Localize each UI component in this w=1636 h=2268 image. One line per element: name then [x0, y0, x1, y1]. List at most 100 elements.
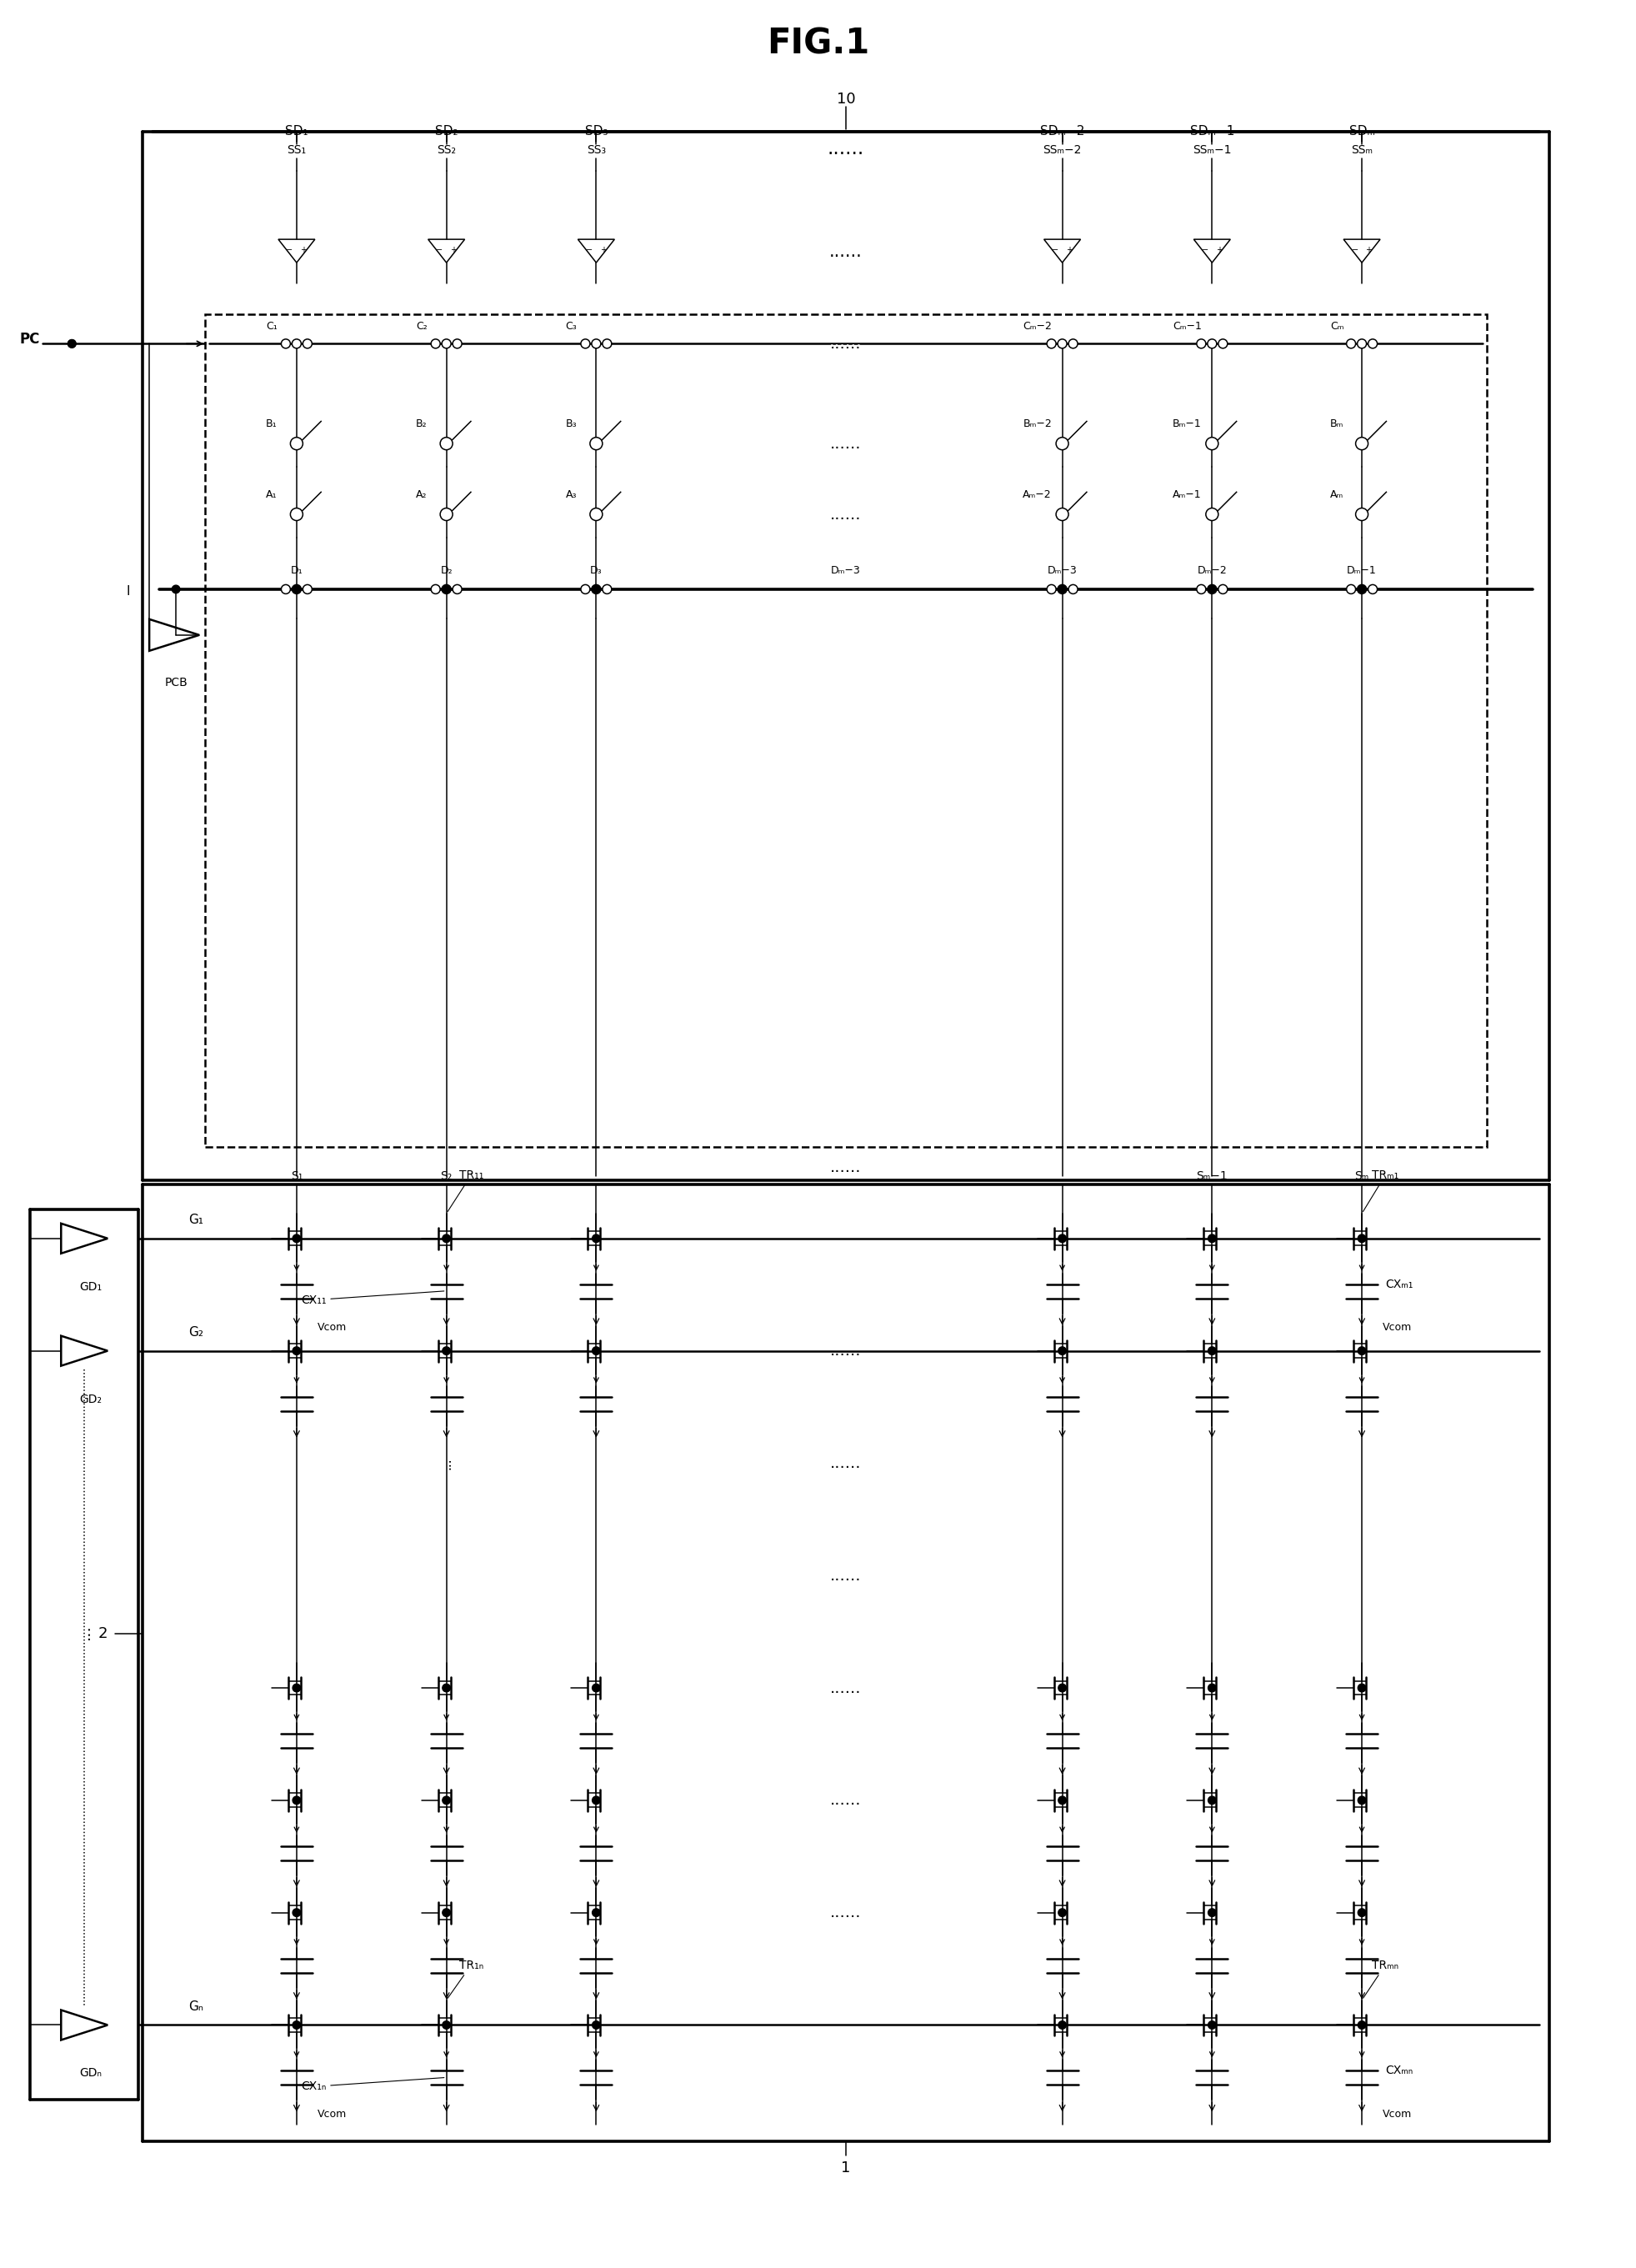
Circle shape	[1047, 340, 1055, 349]
Circle shape	[442, 585, 452, 594]
Circle shape	[1358, 1910, 1366, 1916]
Text: A₁: A₁	[267, 490, 276, 499]
Circle shape	[440, 438, 453, 449]
Text: +: +	[1216, 245, 1222, 254]
Text: D₁: D₁	[291, 565, 303, 576]
Text: Aₘ−2: Aₘ−2	[1022, 490, 1052, 499]
Text: Bₘ−2: Bₘ−2	[1022, 417, 1052, 429]
Circle shape	[591, 438, 602, 449]
Circle shape	[1206, 438, 1219, 449]
Circle shape	[1196, 585, 1206, 594]
Circle shape	[1068, 585, 1078, 594]
Text: ......: ......	[829, 1159, 862, 1175]
Circle shape	[1058, 1234, 1067, 1243]
Text: ...: ...	[440, 1456, 453, 1470]
Circle shape	[1346, 585, 1356, 594]
Circle shape	[1058, 1683, 1067, 1692]
Text: ......: ......	[829, 506, 862, 522]
Text: ......: ......	[829, 435, 862, 451]
Text: Vcom: Vcom	[317, 1322, 347, 1334]
Circle shape	[1358, 1796, 1366, 1805]
Circle shape	[442, 1234, 450, 1243]
Text: 1: 1	[841, 2161, 851, 2175]
Text: SS₃: SS₃	[587, 143, 605, 156]
Circle shape	[1207, 585, 1216, 594]
Circle shape	[1058, 1347, 1067, 1354]
Circle shape	[442, 1347, 450, 1354]
Circle shape	[1219, 585, 1227, 594]
Circle shape	[442, 340, 452, 349]
Text: CXₘ₁: CXₘ₁	[1386, 1279, 1414, 1290]
Circle shape	[1058, 585, 1067, 594]
Text: Aₘ: Aₘ	[1330, 490, 1343, 499]
Text: SSₘ−2: SSₘ−2	[1042, 143, 1081, 156]
Circle shape	[1356, 438, 1368, 449]
Circle shape	[442, 1683, 450, 1692]
Circle shape	[1207, 1910, 1216, 1916]
Circle shape	[592, 585, 600, 594]
Circle shape	[303, 585, 312, 594]
Circle shape	[1356, 508, 1368, 522]
Text: TRₘ₁: TRₘ₁	[1363, 1170, 1399, 1211]
Text: C₂: C₂	[416, 320, 427, 331]
Text: SSₘ: SSₘ	[1351, 143, 1373, 156]
Circle shape	[1358, 1683, 1366, 1692]
Text: Vcom: Vcom	[317, 2109, 347, 2121]
Text: Sₘ−1: Sₘ−1	[1196, 1170, 1227, 1182]
Text: B₁: B₁	[267, 417, 278, 429]
Circle shape	[291, 340, 301, 349]
Circle shape	[293, 1910, 301, 1916]
Circle shape	[1358, 1347, 1366, 1354]
Text: FIG.1: FIG.1	[767, 27, 870, 61]
Text: PCB: PCB	[164, 676, 188, 687]
Text: C₁: C₁	[267, 320, 278, 331]
Text: SD₂: SD₂	[435, 125, 458, 138]
Text: Bₘ: Bₘ	[1330, 417, 1343, 429]
Text: I: I	[126, 585, 131, 599]
Text: Sₘ: Sₘ	[1355, 1170, 1369, 1182]
Circle shape	[453, 340, 461, 349]
Text: ......: ......	[829, 1905, 862, 1921]
Circle shape	[430, 585, 440, 594]
Text: 2: 2	[98, 1626, 108, 1642]
Text: B₃: B₃	[566, 417, 578, 429]
Circle shape	[592, 1910, 600, 1916]
Text: A₂: A₂	[416, 490, 427, 499]
Circle shape	[442, 2021, 450, 2030]
Circle shape	[1058, 585, 1067, 594]
Text: ...: ...	[77, 1624, 92, 1640]
Text: S₂: S₂	[440, 1170, 452, 1182]
Text: S₁: S₁	[291, 1170, 303, 1182]
Circle shape	[1358, 2021, 1366, 2030]
Circle shape	[293, 1347, 301, 1354]
Bar	[204, 315, 1487, 1148]
Circle shape	[1196, 340, 1206, 349]
Text: A₃: A₃	[566, 490, 578, 499]
Circle shape	[69, 340, 75, 347]
Circle shape	[581, 340, 591, 349]
Circle shape	[442, 1910, 450, 1916]
Circle shape	[592, 1234, 600, 1243]
Text: GDₙ: GDₙ	[80, 2068, 103, 2080]
Text: Cₘ−1: Cₘ−1	[1173, 320, 1201, 331]
Circle shape	[1058, 2021, 1067, 2030]
Text: +: +	[1366, 245, 1373, 254]
Circle shape	[1207, 2021, 1216, 2030]
Circle shape	[293, 1683, 301, 1692]
Text: Dₘ−2: Dₘ−2	[1198, 565, 1227, 576]
Circle shape	[293, 1796, 301, 1805]
Text: Vcom: Vcom	[1382, 2109, 1412, 2121]
Circle shape	[291, 585, 301, 594]
Text: −: −	[586, 245, 592, 254]
Text: +: +	[450, 245, 456, 254]
Circle shape	[1207, 1683, 1216, 1692]
Text: CXₘₙ: CXₘₙ	[1386, 2064, 1414, 2077]
Text: B₂: B₂	[416, 417, 427, 429]
Text: G₂: G₂	[188, 1327, 203, 1338]
Circle shape	[1207, 1796, 1216, 1805]
Circle shape	[592, 1347, 600, 1354]
Text: Gₙ: Gₙ	[188, 2000, 203, 2014]
Circle shape	[290, 508, 303, 522]
Circle shape	[592, 1683, 600, 1692]
Circle shape	[1368, 340, 1378, 349]
